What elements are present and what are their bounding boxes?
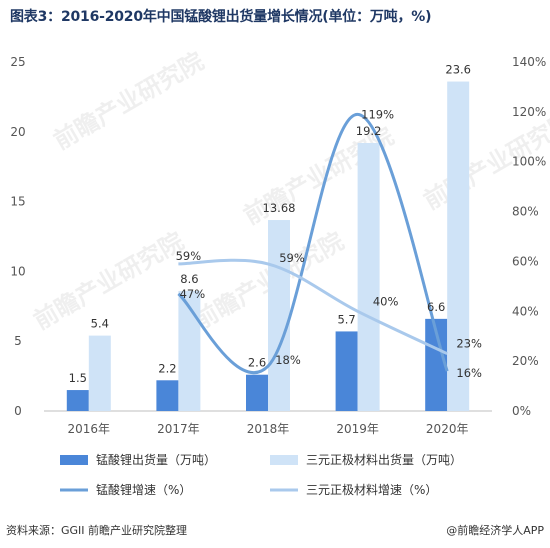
y-right-tick-label: 140%	[512, 55, 546, 69]
line-value-label: 119%	[361, 107, 394, 121]
legend-label: 锰酸锂出货量（万吨）	[96, 452, 216, 467]
axes: 0 5 10 15 20 25 0% 20% 40% 60% 80% 100% 120% 140% 2016…	[10, 55, 546, 436]
legend-swatch	[270, 455, 298, 465]
bars	[66, 81, 470, 411]
line-ncm-growth	[178, 258, 448, 356]
line-value-label: 40%	[373, 294, 399, 308]
x-tick-label: 2020年	[426, 422, 469, 436]
x-tick-label: 2016年	[68, 422, 111, 436]
bar-value-label: 5.4	[91, 317, 109, 331]
bar-ncm-shipment	[447, 81, 470, 411]
bar-value-label: 8.6	[180, 272, 198, 286]
bar-ncm-shipment	[178, 290, 201, 411]
y-left-tick-label: 0	[14, 404, 22, 418]
growth-lines	[177, 112, 449, 375]
watermark-text: 前瞻产业研究院	[49, 47, 208, 155]
bar-lmo-shipment	[246, 374, 268, 411]
y-left-tick-label: 20	[10, 125, 25, 139]
line-value-label: 59%	[279, 251, 305, 265]
bar-ncm-shipment	[357, 142, 380, 411]
line-value-label: 47%	[180, 287, 206, 301]
bar-value-label: 1.5	[69, 371, 87, 385]
line-value-label: 23%	[456, 337, 482, 351]
legend: 锰酸锂出货量（万吨） 三元正极材料出货量（万吨） 锰酸锂增速（%） 三元正极材料增速（…	[60, 452, 462, 497]
brand-credit: @前瞻经济学人APP	[446, 524, 544, 537]
y-right-tick-label: 80%	[512, 205, 539, 219]
bar-lmo-shipment	[66, 390, 89, 411]
y-right-tick-label: 120%	[512, 105, 546, 119]
y-right-tick-label: 40%	[512, 304, 539, 318]
y-left-tick-label: 25	[10, 55, 25, 69]
legend-swatch	[60, 455, 88, 465]
x-tick-label: 2019年	[336, 422, 379, 436]
bar-value-label: 19.2	[356, 124, 382, 138]
bar-lmo-shipment	[335, 331, 358, 411]
data-labels: 1.5 2.2 2.6 5.7 6.6 5.4 8.6 13.68 19.2 23.6 47% 18%…	[69, 63, 482, 386]
y-right-tick-label: 0%	[512, 404, 531, 418]
bar-lmo-shipment	[156, 380, 179, 411]
bar-value-label: 13.68	[263, 201, 296, 215]
y-left-tick-label: 5	[14, 334, 22, 348]
y-left-tick-label: 15	[10, 195, 25, 209]
bar-value-label: 23.6	[445, 63, 471, 77]
bar-ncm-shipment	[88, 335, 111, 411]
bar-lmo-shipment	[425, 318, 448, 411]
y-right-tick-label: 20%	[512, 354, 539, 368]
line-value-label: 59%	[176, 249, 202, 263]
y-left-tick-label: 10	[10, 264, 25, 278]
y-right-tick-label: 60%	[512, 254, 539, 268]
x-tick-label: 2018年	[247, 422, 290, 436]
line-lmo-growth	[177, 112, 449, 375]
x-tick-label: 2017年	[157, 422, 200, 436]
bar-value-label: 6.6	[427, 300, 445, 314]
line-value-label: 16%	[456, 366, 482, 380]
bar-value-label: 2.6	[248, 356, 266, 370]
bar-value-label: 2.2	[158, 361, 176, 375]
bar-ncm-shipment	[268, 220, 290, 411]
line-value-label: 18%	[275, 353, 301, 367]
bar-value-label: 5.7	[337, 312, 355, 326]
source-note: 资料来源：GGII 前瞻产业研究院整理	[6, 524, 188, 537]
legend-label: 锰酸锂增速（%）	[96, 482, 191, 497]
legend-label: 三元正极材料增速（%）	[306, 483, 437, 497]
y-right-tick-label: 100%	[512, 155, 546, 169]
legend-label: 三元正极材料出货量（万吨）	[306, 452, 462, 467]
chart-title: 图表3：2016-2020年中国锰酸锂出货量增长情况(单位：万吨，%)	[10, 9, 432, 25]
